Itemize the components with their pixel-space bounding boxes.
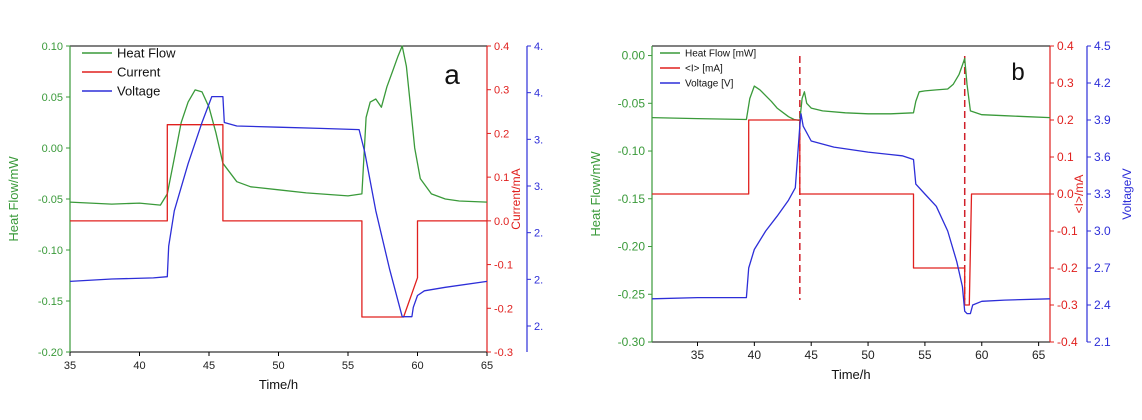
y-left-tick-label-b: -0.15 [618, 192, 646, 206]
x-tick-label-b: 55 [918, 348, 932, 362]
y-voltage-tick-label-a: 2. [534, 274, 543, 286]
voltage-series-line-b [651, 113, 1051, 315]
y-left-tick-label-b: 0.00 [622, 49, 646, 63]
legend-label-current-a: Current [117, 65, 161, 80]
x-tick-label-b: 45 [805, 348, 819, 362]
panel-label-a: a [444, 59, 460, 90]
x-tick-label-a: 45 [203, 360, 215, 372]
y-current-tick-label-b: 0.4 [1057, 39, 1074, 53]
y-current-tick-label-a: 0.1 [494, 172, 509, 184]
x-tick-label-b: 65 [1032, 348, 1046, 362]
y-current-tick-label-a: -0.2 [494, 303, 513, 315]
y-left-tick-label-b: -0.30 [618, 335, 646, 349]
current-series-line-b [652, 119, 1050, 306]
y-left-tick-label-b: -0.10 [618, 144, 646, 158]
y-current-tick-label-b: 0.3 [1057, 76, 1074, 90]
chart-panel-b: 35 40 45 50 55 60 65 Time/h -0.30 -0.25 -0.20 -0.15… [588, 39, 1134, 382]
legend-label-heat-flow-b: Heat Flow [mW] [685, 49, 756, 60]
y-voltage-tick-label-b: 4.5 [1094, 39, 1111, 53]
x-tick-label-b: 60 [975, 348, 989, 362]
y-left-tick-label-a: 0.05 [42, 92, 63, 104]
y-current-tick-label-b: -0.1 [1057, 224, 1078, 238]
y-voltage-tick-label-b: 3.6 [1094, 150, 1111, 164]
y-voltage-tick-label-b: 2.4 [1094, 298, 1111, 312]
y-current-tick-label-b: 0.1 [1057, 150, 1074, 164]
panel-label-b: b [1011, 59, 1024, 86]
y-current-tick-label-b: 0.2 [1057, 113, 1074, 127]
x-tick-label-a: 55 [342, 360, 354, 372]
y-current-tick-label-a: -0.1 [494, 260, 513, 272]
legend-label-heat-flow-a: Heat Flow [117, 46, 176, 61]
y-voltage-tick-label-b: 2.1 [1094, 335, 1111, 349]
y-current-tick-label-b: -0.3 [1057, 298, 1078, 312]
y-left-tick-label-b: -0.25 [618, 287, 646, 301]
y-voltage-tick-label-a: 3. [534, 181, 543, 193]
current-series-line-a [70, 124, 487, 318]
y-current-title-b: <I>/mA [1072, 175, 1086, 214]
y-voltage-tick-label-b: 3.0 [1094, 224, 1111, 238]
legend-label-current-b: <I> [mA] [685, 64, 723, 75]
x-tick-label-b: 40 [748, 348, 762, 362]
chart-panel-a: 35 40 45 50 55 60 65 Time/h -0.20 -0.15 -0.10 -0.05… [6, 41, 543, 392]
y-left-tick-label-a: -0.15 [38, 296, 63, 308]
y-voltage-tick-label-a: 2. [534, 321, 543, 333]
y-current-tick-label-a: 0.4 [494, 41, 509, 53]
y-left-title-b: Heat Flow/mW [588, 151, 603, 237]
y-current-tick-label-b: 0.0 [1057, 187, 1074, 201]
y-current-tick-label-a: -0.3 [494, 347, 513, 359]
y-current-tick-label-b: -0.2 [1057, 261, 1078, 275]
y-left-tick-label-a: -0.10 [38, 245, 63, 257]
y-left-tick-label-b: -0.20 [618, 240, 646, 254]
x-axis-title-b: Time/h [831, 367, 870, 382]
legend-label-voltage-a: Voltage [117, 84, 160, 99]
y-left-tick-label-a: 0.10 [42, 41, 63, 53]
legend-label-voltage-b: Voltage [V] [685, 79, 734, 90]
y-left-title-a: Heat Flow/mW [6, 156, 21, 242]
y-voltage-tick-label-a: 4. [534, 88, 543, 100]
heat-flow-series-line-b [651, 57, 1051, 122]
y-current-tick-label-a: 0.0 [494, 216, 509, 228]
x-tick-label-a: 50 [272, 360, 284, 372]
y-voltage-tick-label-b: 2.7 [1094, 261, 1111, 275]
y-voltage-tick-label-b: 4.2 [1094, 76, 1111, 90]
y-current-title-a: Current/mA [509, 168, 523, 229]
y-left-tick-label-b: -0.05 [618, 96, 646, 110]
y-voltage-tick-label-a: 4. [534, 41, 543, 53]
y-left-tick-label-a: -0.05 [38, 194, 63, 206]
y-left-tick-label-a: -0.20 [38, 347, 63, 359]
y-voltage-tick-label-b: 3.3 [1094, 187, 1111, 201]
y-left-tick-label-a: 0.00 [42, 143, 63, 155]
y-current-tick-label-a: 0.2 [494, 128, 509, 140]
x-tick-label-a: 40 [133, 360, 145, 372]
x-axis-title-a: Time/h [259, 377, 298, 392]
x-tick-label-a: 60 [411, 360, 423, 372]
y-voltage-tick-label-a: 3. [534, 134, 543, 146]
y-voltage-tick-label-a: 2. [534, 228, 543, 240]
voltage-series-line-a [69, 95, 488, 318]
x-tick-label-b: 35 [691, 348, 705, 362]
y-voltage-title-b: Voltage/V [1120, 168, 1134, 219]
x-tick-label-a: 65 [481, 360, 493, 372]
y-voltage-tick-label-b: 3.9 [1094, 113, 1111, 127]
y-current-tick-label-a: 0.3 [494, 85, 509, 97]
x-tick-label-b: 50 [861, 348, 875, 362]
heat-flow-series-line-a [69, 45, 488, 206]
y-current-tick-label-b: -0.4 [1057, 335, 1078, 349]
x-tick-label-a: 35 [64, 360, 76, 372]
